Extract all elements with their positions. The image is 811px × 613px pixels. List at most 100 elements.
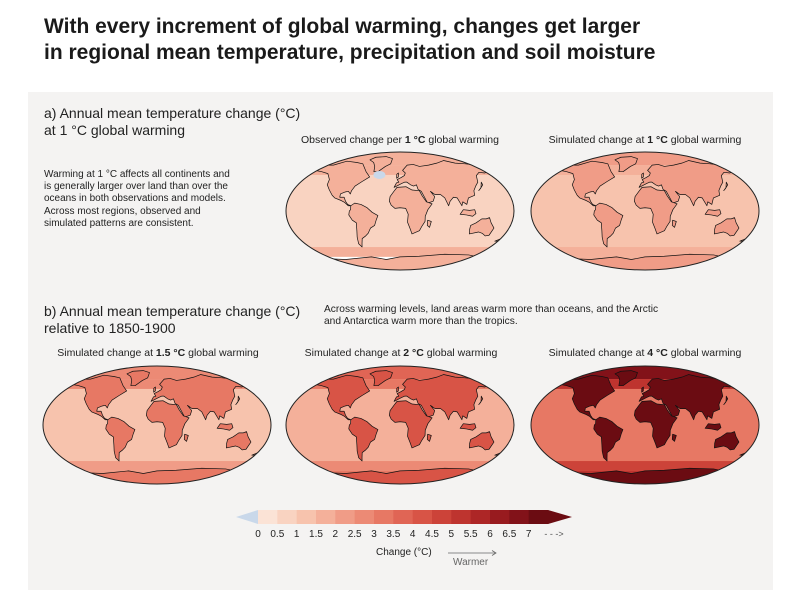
map-border [530,151,760,271]
colorbar-tick-label: 1.5 [309,529,323,540]
continent-outline [393,160,490,207]
map-b3-title: Simulated change at 4 °C global warming [548,347,742,359]
continent-outline [593,202,624,248]
latitude-band [286,379,514,389]
map-simulated-1c [530,151,760,271]
main-title: With every increment of global warming, … [44,15,656,64]
colorbar-ticks: 0 0.5 1 1.5 2 2.5 3 3.5 4 4.5 5 5.5 6 6.5 7 - - -> [236,529,596,543]
continent-outline [105,416,136,462]
colorbar-segment [335,510,356,524]
continent-outline [671,433,677,442]
colorbar-segment [528,510,549,524]
continent-outline [559,374,615,421]
continent-outline [459,423,477,431]
continent-outline [388,186,433,235]
continent-outline [714,217,740,237]
continent-outline [641,172,644,179]
continent-outline [671,219,677,228]
continent-outline [426,433,432,442]
latitude-band [286,152,514,166]
latitude-band [531,165,759,175]
continent-outline [348,202,379,248]
latitude-band [43,379,271,389]
colorbar-tick-label: 4.5 [425,529,439,540]
latitude-band [531,379,759,389]
colorbar-tick-label: 3 [371,529,377,540]
continent-outline [704,423,722,431]
continent-outline [633,400,678,449]
section-a-title: a) Annual mean temperature change (°C) a… [44,105,301,138]
continent-outline [614,370,638,387]
map-simulated-2c [285,365,515,485]
colorbar-segment [354,510,375,524]
map-a1-title: Observed change per 1 °C global warming [301,134,499,146]
colorbar-segment [374,510,394,524]
latitude-band [43,461,271,471]
latitude-band [286,247,514,257]
colorbar-tick-label: 2.5 [347,529,362,540]
latitude-band [531,152,759,166]
colorbar-negative-segment [236,510,258,524]
colorbar-tick-label: 6.5 [502,529,517,540]
colorbar-overflow-label: - - -> [544,529,564,539]
colorbar-segment [509,510,530,524]
colorbar-segment [432,510,452,524]
continent-outline [71,374,127,421]
continent-outline [396,172,399,179]
continent-outline [393,374,490,421]
colorbar-tick-label: 6 [487,529,493,540]
continent-outline [216,423,234,431]
continent-outline [704,209,722,217]
map-border [530,365,760,485]
map-observed-1c [285,151,515,271]
continent-outline [150,374,247,421]
colorbar-overflow-segment [548,510,572,524]
continent-outline [388,400,433,449]
colorbar-tick-label: 0.5 [270,529,285,540]
map-b1-title: Simulated change at 1.5 °C global warmin… [57,347,259,359]
colorbar-tick-label: 1 [293,529,300,540]
continent-outline [459,209,477,217]
continent-outline [559,160,615,207]
latitude-band [286,366,514,380]
latitude-band [531,247,759,257]
cooling-spot [373,170,386,179]
map-simulated-1-5c [42,365,272,485]
map-b2-title: Simulated change at 2 °C global warming [304,347,498,359]
colorbar-segment [470,510,491,524]
colorbar-tick-label: 5.5 [463,529,478,540]
map-simulated-4c [530,365,760,485]
continent-outline [348,416,379,462]
section-a-description: Warming at 1 °C affects all continents a… [44,169,230,229]
continent-outline [723,395,729,406]
latitude-band [286,461,514,471]
section-b-description: Across warming levels, land areas warm m… [324,304,659,328]
colorbar-tick-label: 4 [409,529,416,540]
colorbar-tick-label: 0 [255,529,261,540]
colorbar-segment [296,510,317,524]
continent-outline [714,431,740,451]
colorbar-tick-label: 3.5 [386,529,401,540]
continent-outline [396,386,399,393]
map-border [42,365,272,485]
map-border [285,151,515,271]
colorbar-tick-label: 7 [525,529,532,540]
continent-outline [638,374,735,421]
continent-outline [183,433,189,442]
continent-outline [126,370,150,387]
continent-outline [638,160,735,207]
colorbar-tick-label: 2 [332,529,339,540]
map-border [285,365,515,485]
continent-outline [369,370,393,387]
continent-outline [314,374,370,421]
continent-outline [426,219,432,228]
continent-outline [723,181,729,192]
continent-outline [145,400,190,449]
colorbar-tick-label: 5 [448,529,455,540]
warmer-arrow-icon [448,550,497,556]
map-a2-title: Simulated change at 1 °C global warming [548,134,742,146]
continent-outline [314,160,370,207]
colorbar-segment [490,510,510,524]
colorbar-segment [258,510,278,524]
continent-outline [641,386,644,393]
